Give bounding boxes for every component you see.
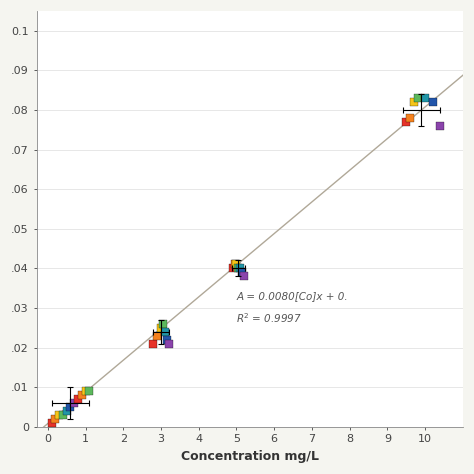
Point <box>159 320 167 328</box>
Point <box>229 264 237 272</box>
Text: R$^2$ = 0.9997: R$^2$ = 0.9997 <box>237 311 302 325</box>
Point <box>421 94 429 102</box>
Point <box>414 94 421 102</box>
Point <box>437 122 444 130</box>
Point <box>74 395 82 403</box>
Point <box>85 387 93 395</box>
Point <box>402 118 410 126</box>
Point <box>78 391 86 399</box>
Point <box>59 411 67 419</box>
Point <box>237 264 244 272</box>
Point <box>406 114 414 122</box>
Point <box>63 407 71 415</box>
Point <box>150 340 157 347</box>
Point <box>165 340 173 347</box>
Point <box>48 419 55 427</box>
Point <box>161 328 169 336</box>
Point <box>82 387 89 395</box>
Point <box>231 261 238 268</box>
Point <box>71 399 78 407</box>
Point <box>52 415 59 422</box>
Point <box>235 264 242 272</box>
Point <box>238 269 246 276</box>
Point <box>67 403 74 410</box>
Point <box>410 98 418 106</box>
Point <box>55 411 63 419</box>
X-axis label: Concentration mg/L: Concentration mg/L <box>181 450 319 463</box>
Point <box>157 324 165 331</box>
Point <box>233 261 240 268</box>
Point <box>163 336 171 343</box>
Text: A = 0.0080[Co]x + 0.: A = 0.0080[Co]x + 0. <box>237 291 348 301</box>
Point <box>240 273 248 280</box>
Point <box>154 332 161 339</box>
Point <box>429 98 437 106</box>
